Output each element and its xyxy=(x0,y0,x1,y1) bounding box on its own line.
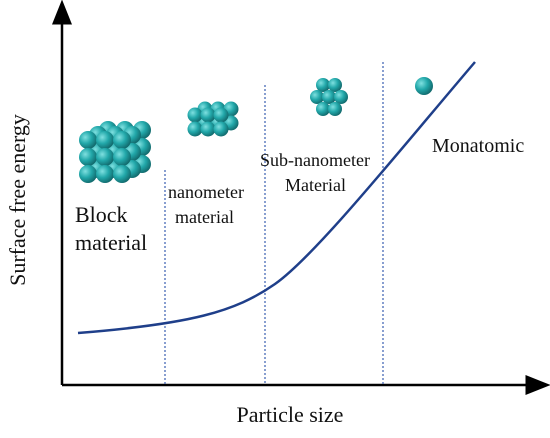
atom xyxy=(113,165,131,183)
energy-curve xyxy=(77,61,476,335)
atom xyxy=(79,165,97,183)
atom xyxy=(200,107,216,123)
atom xyxy=(213,121,229,137)
atom xyxy=(113,131,131,149)
atom xyxy=(200,121,216,137)
atom xyxy=(79,131,97,149)
region-label: nanometer xyxy=(168,182,244,202)
atom xyxy=(310,90,324,104)
region-label: material xyxy=(75,230,147,255)
atom xyxy=(96,148,114,166)
atom xyxy=(328,78,342,92)
region-label: Block xyxy=(75,202,128,227)
region-label: Material xyxy=(285,175,346,195)
atom xyxy=(79,148,97,166)
atom xyxy=(213,107,229,123)
atom xyxy=(96,165,114,183)
atom xyxy=(113,148,131,166)
atom xyxy=(415,77,433,95)
y-axis-label: Surface free energy xyxy=(5,114,30,286)
region-dividers xyxy=(164,62,384,385)
atom xyxy=(316,78,330,92)
region-label: material xyxy=(175,207,234,227)
atom xyxy=(322,90,336,104)
atom xyxy=(316,102,330,116)
atom xyxy=(187,121,203,137)
atom xyxy=(187,107,203,123)
atom xyxy=(328,102,342,116)
atom xyxy=(334,90,348,104)
region-label: Sub-nanometer xyxy=(260,150,370,170)
particle-illustrations xyxy=(79,77,433,183)
x-axis-label: Particle size xyxy=(237,402,344,427)
atom xyxy=(96,131,114,149)
region-label: Monatomic xyxy=(432,135,524,157)
